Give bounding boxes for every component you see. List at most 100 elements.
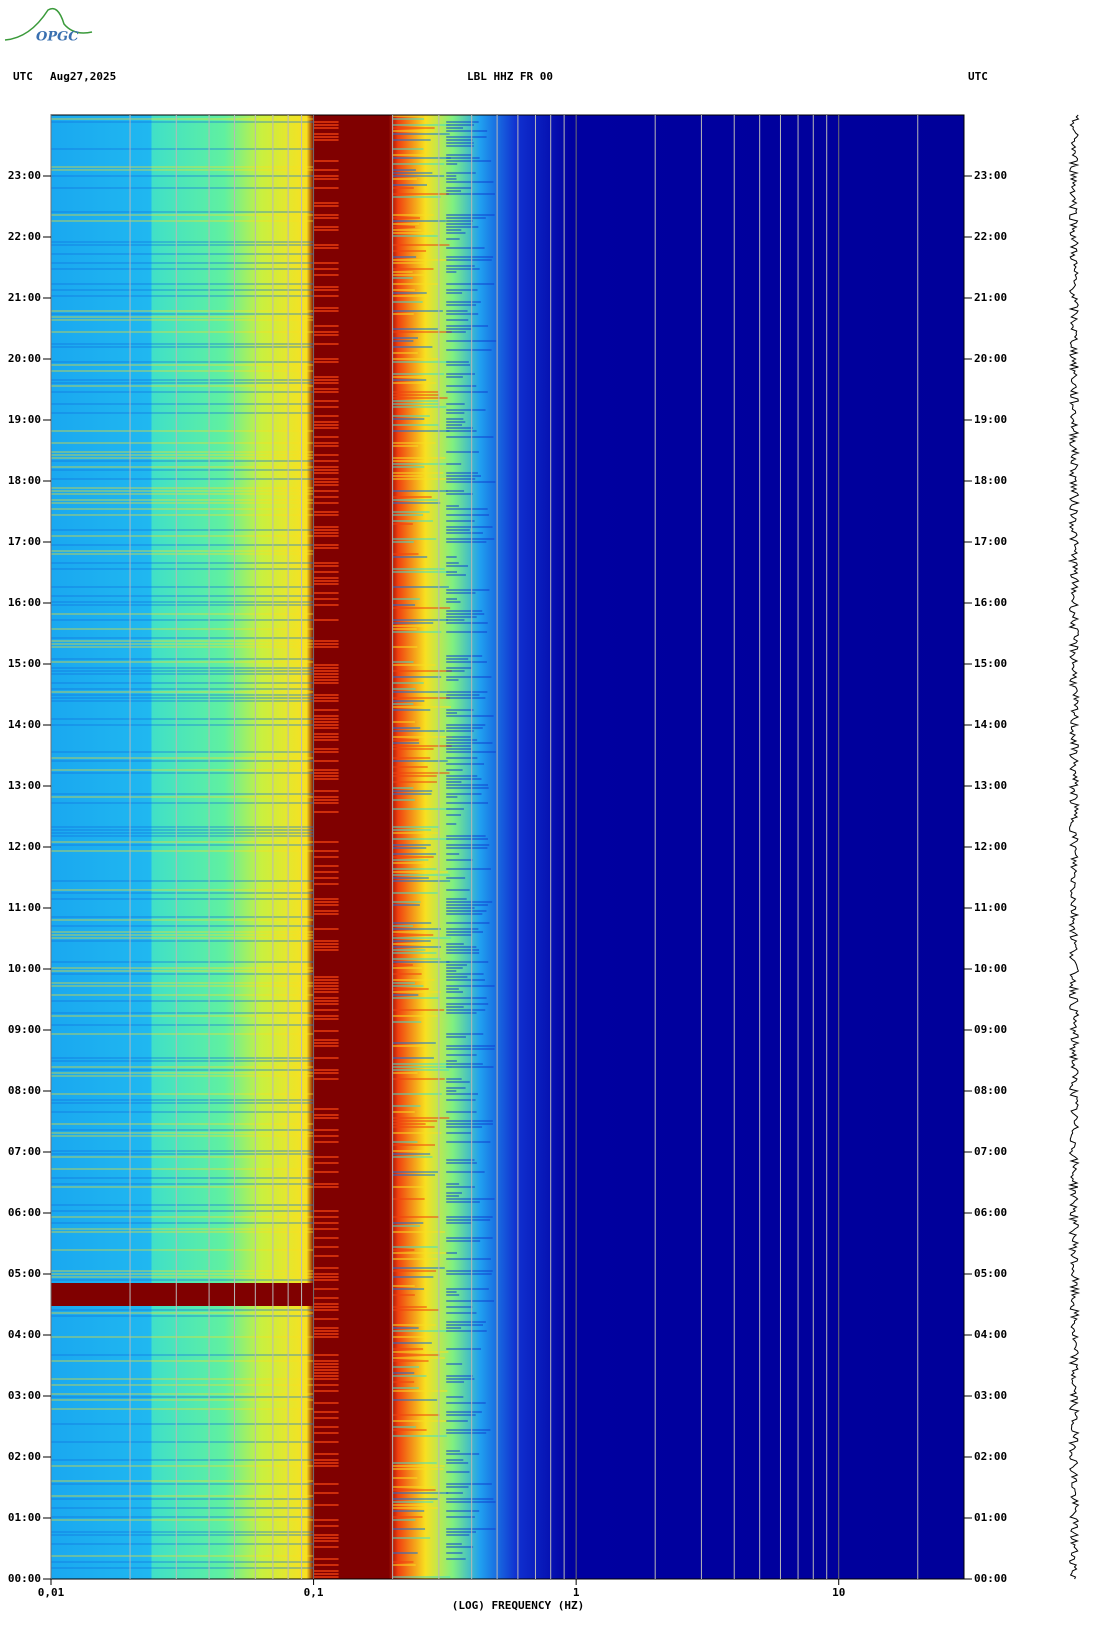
streak — [313, 1375, 339, 1377]
streak — [313, 1135, 339, 1137]
streak — [51, 667, 314, 669]
streak — [392, 832, 439, 834]
streak — [392, 787, 414, 789]
streak — [392, 277, 413, 279]
streak — [313, 358, 339, 360]
streak — [51, 718, 314, 720]
streak — [446, 136, 487, 138]
streak — [313, 1492, 339, 1494]
streak — [313, 1432, 339, 1434]
streak — [51, 1123, 314, 1125]
streak — [51, 1072, 314, 1074]
streak — [313, 748, 339, 750]
streak — [313, 445, 339, 447]
streak — [51, 1393, 314, 1395]
streak — [392, 943, 432, 945]
streak — [392, 1276, 434, 1278]
streak — [313, 775, 339, 777]
streak — [446, 259, 492, 261]
streak — [446, 124, 474, 126]
streak — [313, 1402, 339, 1404]
streak — [392, 730, 445, 732]
streak — [446, 904, 488, 906]
streak — [446, 1432, 487, 1434]
streak — [51, 1498, 314, 1500]
streak — [392, 967, 423, 969]
streak — [446, 430, 477, 432]
streak — [51, 1156, 314, 1158]
streak — [392, 391, 439, 393]
streak — [51, 283, 314, 285]
streak — [51, 1024, 314, 1026]
streak — [392, 958, 441, 960]
streak — [313, 1000, 339, 1002]
x-tick-label: 0,01 — [38, 1586, 65, 1599]
streak — [446, 1270, 493, 1272]
streak — [446, 784, 489, 786]
streak — [51, 490, 314, 492]
streak — [392, 1198, 425, 1200]
streak — [51, 1216, 314, 1218]
streak — [313, 1363, 339, 1365]
streak — [392, 1504, 426, 1506]
streak — [392, 148, 424, 150]
y-tick-label-left: 21:00 — [8, 291, 41, 304]
streak — [392, 790, 433, 792]
streak — [392, 1222, 424, 1224]
streak — [446, 751, 496, 753]
y-tick-label-left: 23:00 — [8, 169, 41, 182]
streak — [446, 529, 470, 531]
streak — [392, 727, 421, 729]
streak — [51, 1150, 314, 1152]
streak — [51, 568, 314, 570]
streak — [313, 1288, 339, 1290]
streak — [446, 1192, 462, 1194]
streak — [392, 256, 417, 258]
streak — [446, 757, 478, 759]
streak — [51, 919, 314, 921]
streak — [392, 1057, 434, 1059]
streak — [313, 856, 339, 858]
streak — [313, 436, 339, 438]
streak — [51, 1228, 314, 1230]
streak — [313, 1306, 339, 1308]
streak — [51, 619, 314, 621]
streak — [392, 880, 451, 882]
streak — [446, 154, 472, 156]
streak — [392, 220, 446, 222]
streak — [392, 466, 425, 468]
streak — [392, 1507, 438, 1509]
streak — [313, 1564, 339, 1566]
y-tick-label-left: 05:00 — [8, 1267, 41, 1280]
streak — [313, 379, 339, 381]
streak — [392, 397, 448, 399]
streak — [446, 1501, 496, 1503]
streak — [392, 1288, 425, 1290]
streak — [446, 520, 475, 522]
streak — [313, 898, 339, 900]
streak — [51, 364, 314, 366]
streak — [446, 997, 487, 999]
streak — [51, 985, 314, 987]
streak — [313, 865, 339, 867]
streak — [313, 1057, 339, 1059]
streak — [446, 175, 457, 177]
streak — [392, 187, 414, 189]
y-tick-label-right: 13:00 — [974, 779, 1007, 792]
streak — [51, 670, 314, 672]
streak — [392, 1537, 431, 1539]
streak — [392, 1246, 438, 1248]
streak — [446, 1012, 477, 1014]
streak — [392, 346, 433, 348]
streak — [446, 376, 463, 378]
streak — [51, 835, 314, 837]
streak — [313, 1045, 339, 1047]
streak — [446, 493, 473, 495]
streak — [446, 361, 469, 363]
streak — [51, 499, 314, 501]
streak — [51, 601, 314, 603]
y-tick-label-left: 16:00 — [8, 596, 41, 609]
streak — [392, 1354, 440, 1356]
streak — [446, 1534, 470, 1536]
